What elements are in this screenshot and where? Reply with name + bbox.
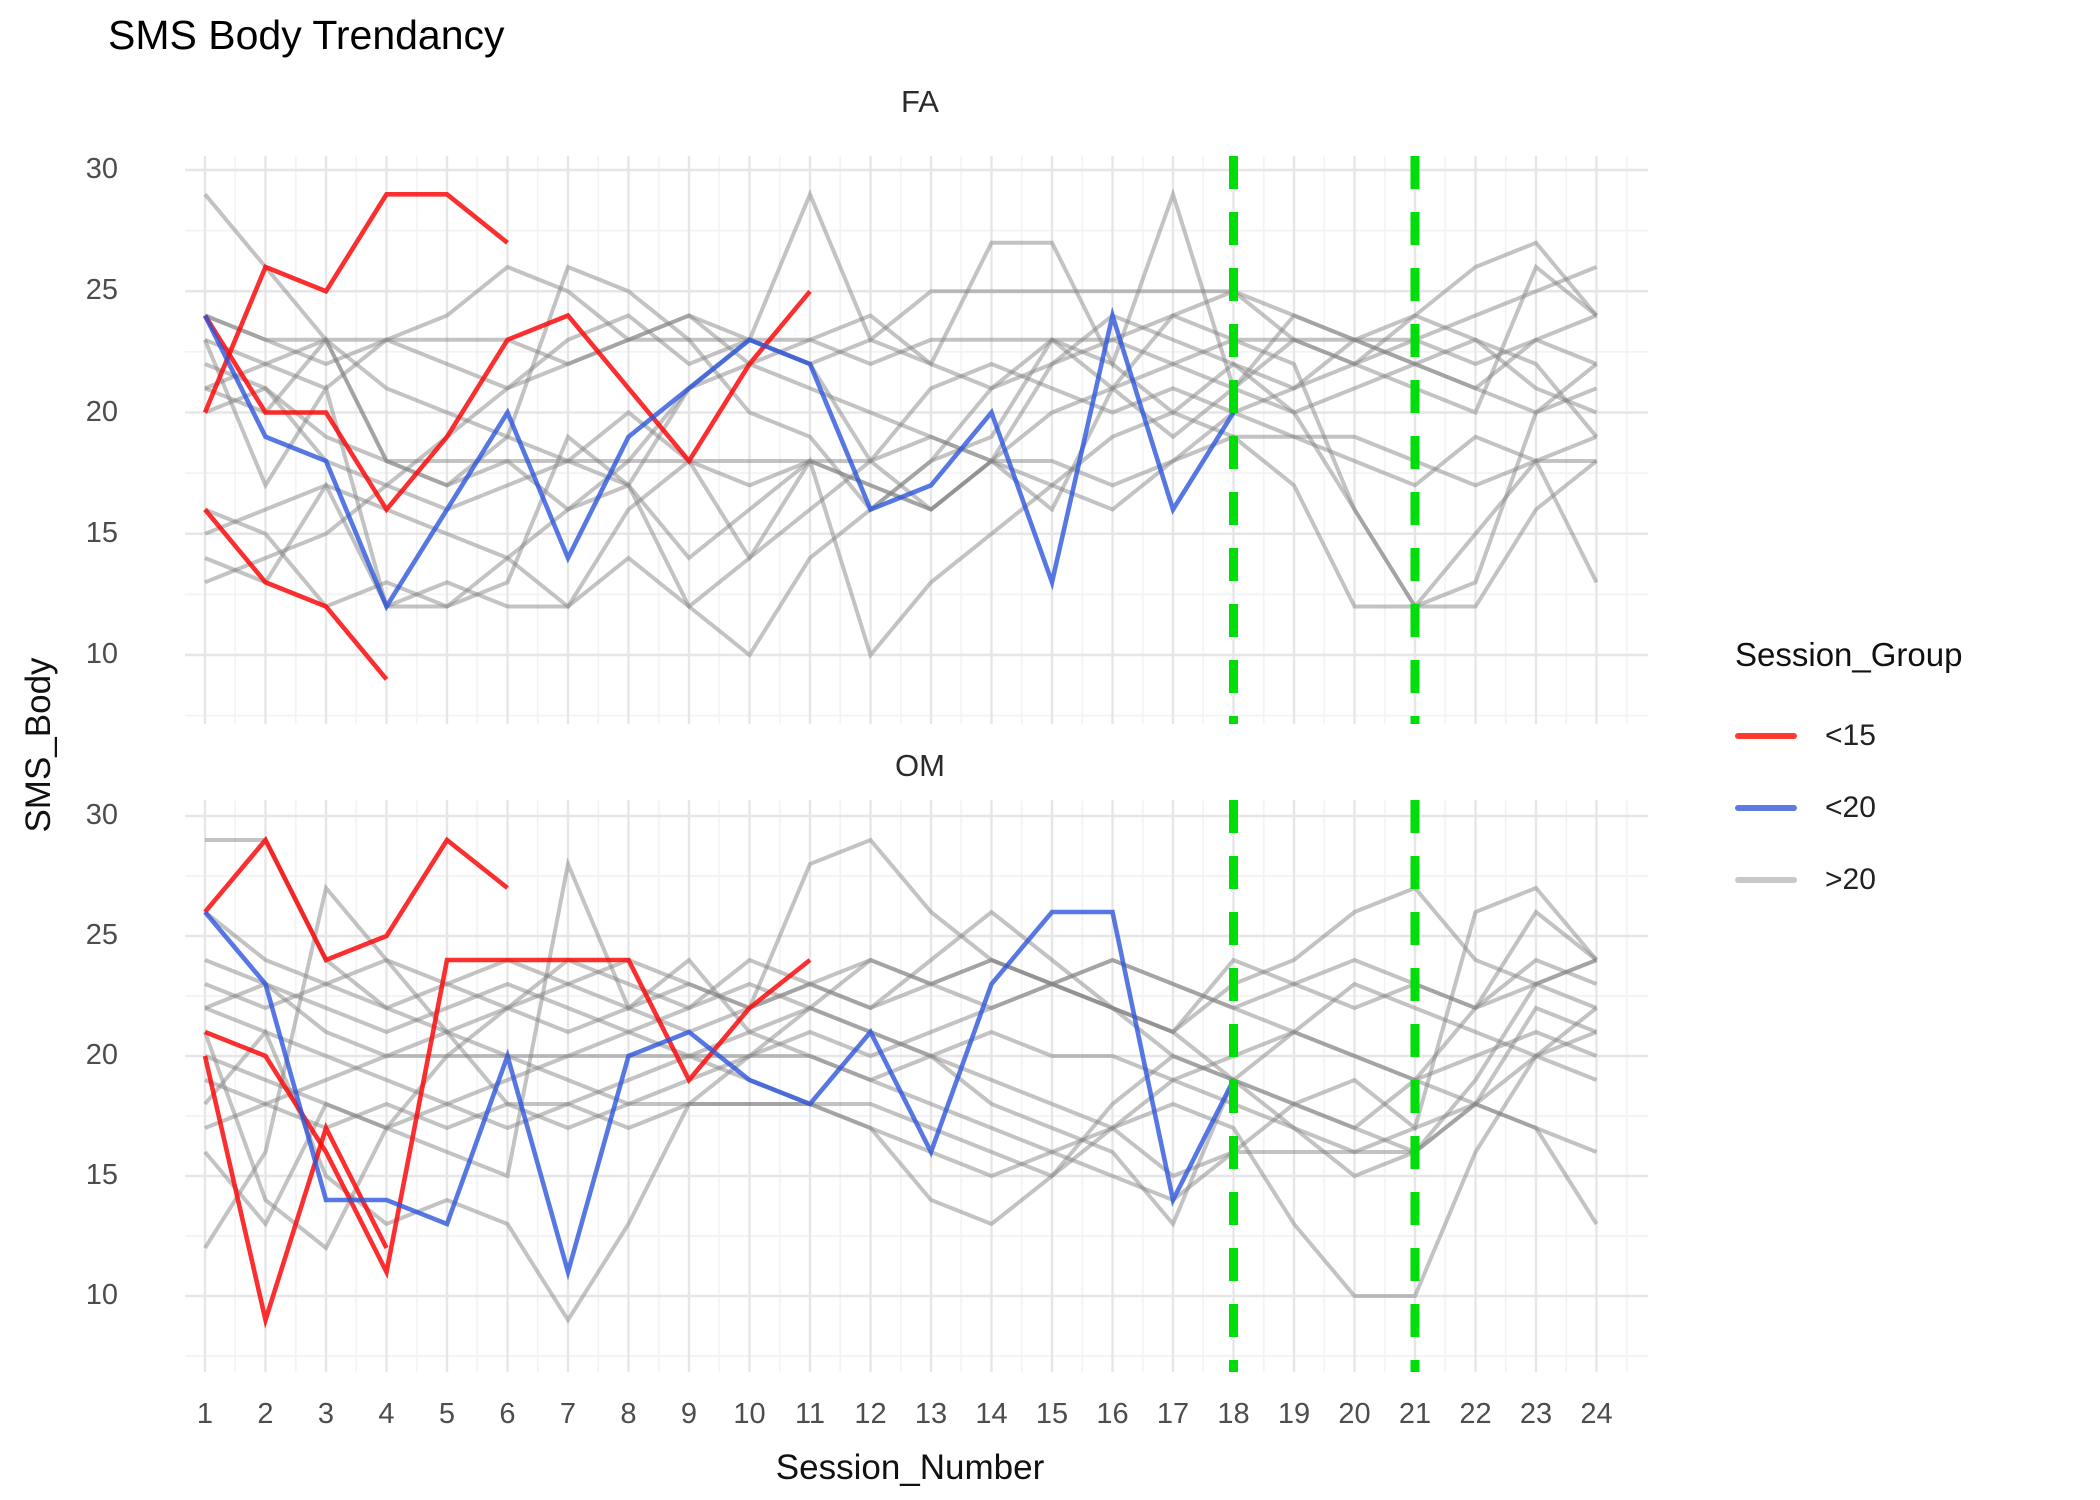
y-axis-tick-label: 10 (85, 638, 118, 670)
series-line-fa (202, 306, 1236, 612)
x-axis-tick-label: 8 (620, 1398, 637, 1430)
series-line-om (204, 957, 1599, 1226)
x-axis-tick-label: 5 (438, 1398, 456, 1430)
y-axis-tick-label: 30 (85, 799, 118, 831)
series-line-fa (204, 362, 1598, 488)
x-axis-tick-label: 9 (680, 1398, 698, 1430)
chart-title: SMS Body Trendancy (108, 12, 505, 58)
x-axis-tick-label: 23 (1519, 1398, 1553, 1430)
series-line-fa (204, 313, 1598, 609)
x-axis-tick-label: 21 (1398, 1398, 1432, 1430)
x-axis-tick-label: 24 (1580, 1398, 1613, 1430)
series-line-om (202, 1055, 389, 1329)
series-line-om (204, 981, 1598, 1083)
facet-strip-om: OM (895, 748, 945, 783)
series-line-fa (204, 264, 1598, 609)
x-axis-tick-label: 17 (1156, 1398, 1190, 1430)
y-axis-tick-label: 15 (85, 516, 118, 549)
y-axis-tick-label: 20 (85, 395, 118, 428)
x-axis-tick-label: 22 (1459, 1398, 1492, 1430)
y-axis-tick-label: 25 (85, 919, 118, 951)
series-line-fa (204, 289, 1599, 439)
legend-key-line (1735, 732, 1797, 740)
x-axis-tick-label: 7 (559, 1398, 577, 1430)
series-line-om (203, 857, 1598, 1228)
legend-key-line (1735, 804, 1797, 812)
series-line-fa (202, 192, 509, 414)
series-line-fa (204, 189, 1598, 585)
facet-strip-fa: FA (901, 84, 939, 119)
x-axis-tick-label: 14 (975, 1398, 1008, 1430)
y-axis-tick-label: 10 (85, 1279, 118, 1311)
series-line-om (203, 835, 509, 963)
y-axis-tick-label: 20 (85, 1039, 118, 1071)
series-line-fa (203, 508, 389, 681)
legend-key-line (1735, 876, 1797, 884)
y-axis-tick-label: 30 (85, 153, 118, 185)
legend-entry: <20 (1735, 772, 1962, 844)
x-axis-tick-label: 12 (854, 1398, 887, 1430)
series-line-om (204, 981, 1598, 1298)
x-axis-tick-label: 3 (317, 1398, 335, 1430)
series-line-om (203, 910, 1598, 1011)
x-axis-title: Session_Number (775, 1448, 1045, 1487)
x-axis-tick-label: 13 (914, 1398, 948, 1430)
x-axis-tick-label: 11 (794, 1398, 826, 1430)
x-axis-tick-label: 4 (378, 1398, 395, 1430)
series-line-fa (204, 187, 1599, 488)
series-line-om (203, 909, 1598, 1252)
series-line-om (203, 981, 1598, 1324)
x-axis-tick-label: 19 (1277, 1398, 1311, 1430)
y-axis-tick-label: 25 (85, 274, 118, 307)
x-axis-tick-label: 10 (733, 1398, 766, 1430)
x-axis-tick-label: 16 (1096, 1398, 1129, 1430)
x-axis-tick-label: 15 (1035, 1398, 1069, 1430)
series-line-om (203, 909, 1236, 1281)
series-line-fa (204, 410, 1599, 660)
legend-entry-label: >20 (1825, 863, 1876, 896)
series-line-om (205, 838, 1598, 1035)
legend-title: Session_Group (1735, 636, 1963, 673)
legend-entry-label: <20 (1825, 791, 1876, 824)
series-line-om (204, 837, 1598, 1035)
series-line-fa (203, 337, 1598, 658)
x-axis-tick-label: 1 (196, 1398, 214, 1430)
legend-entry: <15 (1735, 700, 1962, 772)
legend: Session_Group <15 <20 >20 (1735, 636, 1962, 916)
series-line-om (204, 1053, 1598, 1227)
x-axis-tick-label: 6 (499, 1398, 516, 1430)
series-line-fa (204, 313, 1598, 367)
x-axis-tick-label: 20 (1338, 1398, 1371, 1430)
legend-entry: >20 (1735, 844, 1962, 916)
series-line-fa (203, 289, 812, 514)
y-axis-tick-label: 15 (85, 1159, 118, 1191)
legend-entry-label: <15 (1825, 719, 1876, 752)
x-axis-tick-label: 2 (257, 1398, 274, 1430)
series-line-fa (204, 264, 1598, 513)
x-axis-tick-label: 18 (1217, 1398, 1250, 1430)
